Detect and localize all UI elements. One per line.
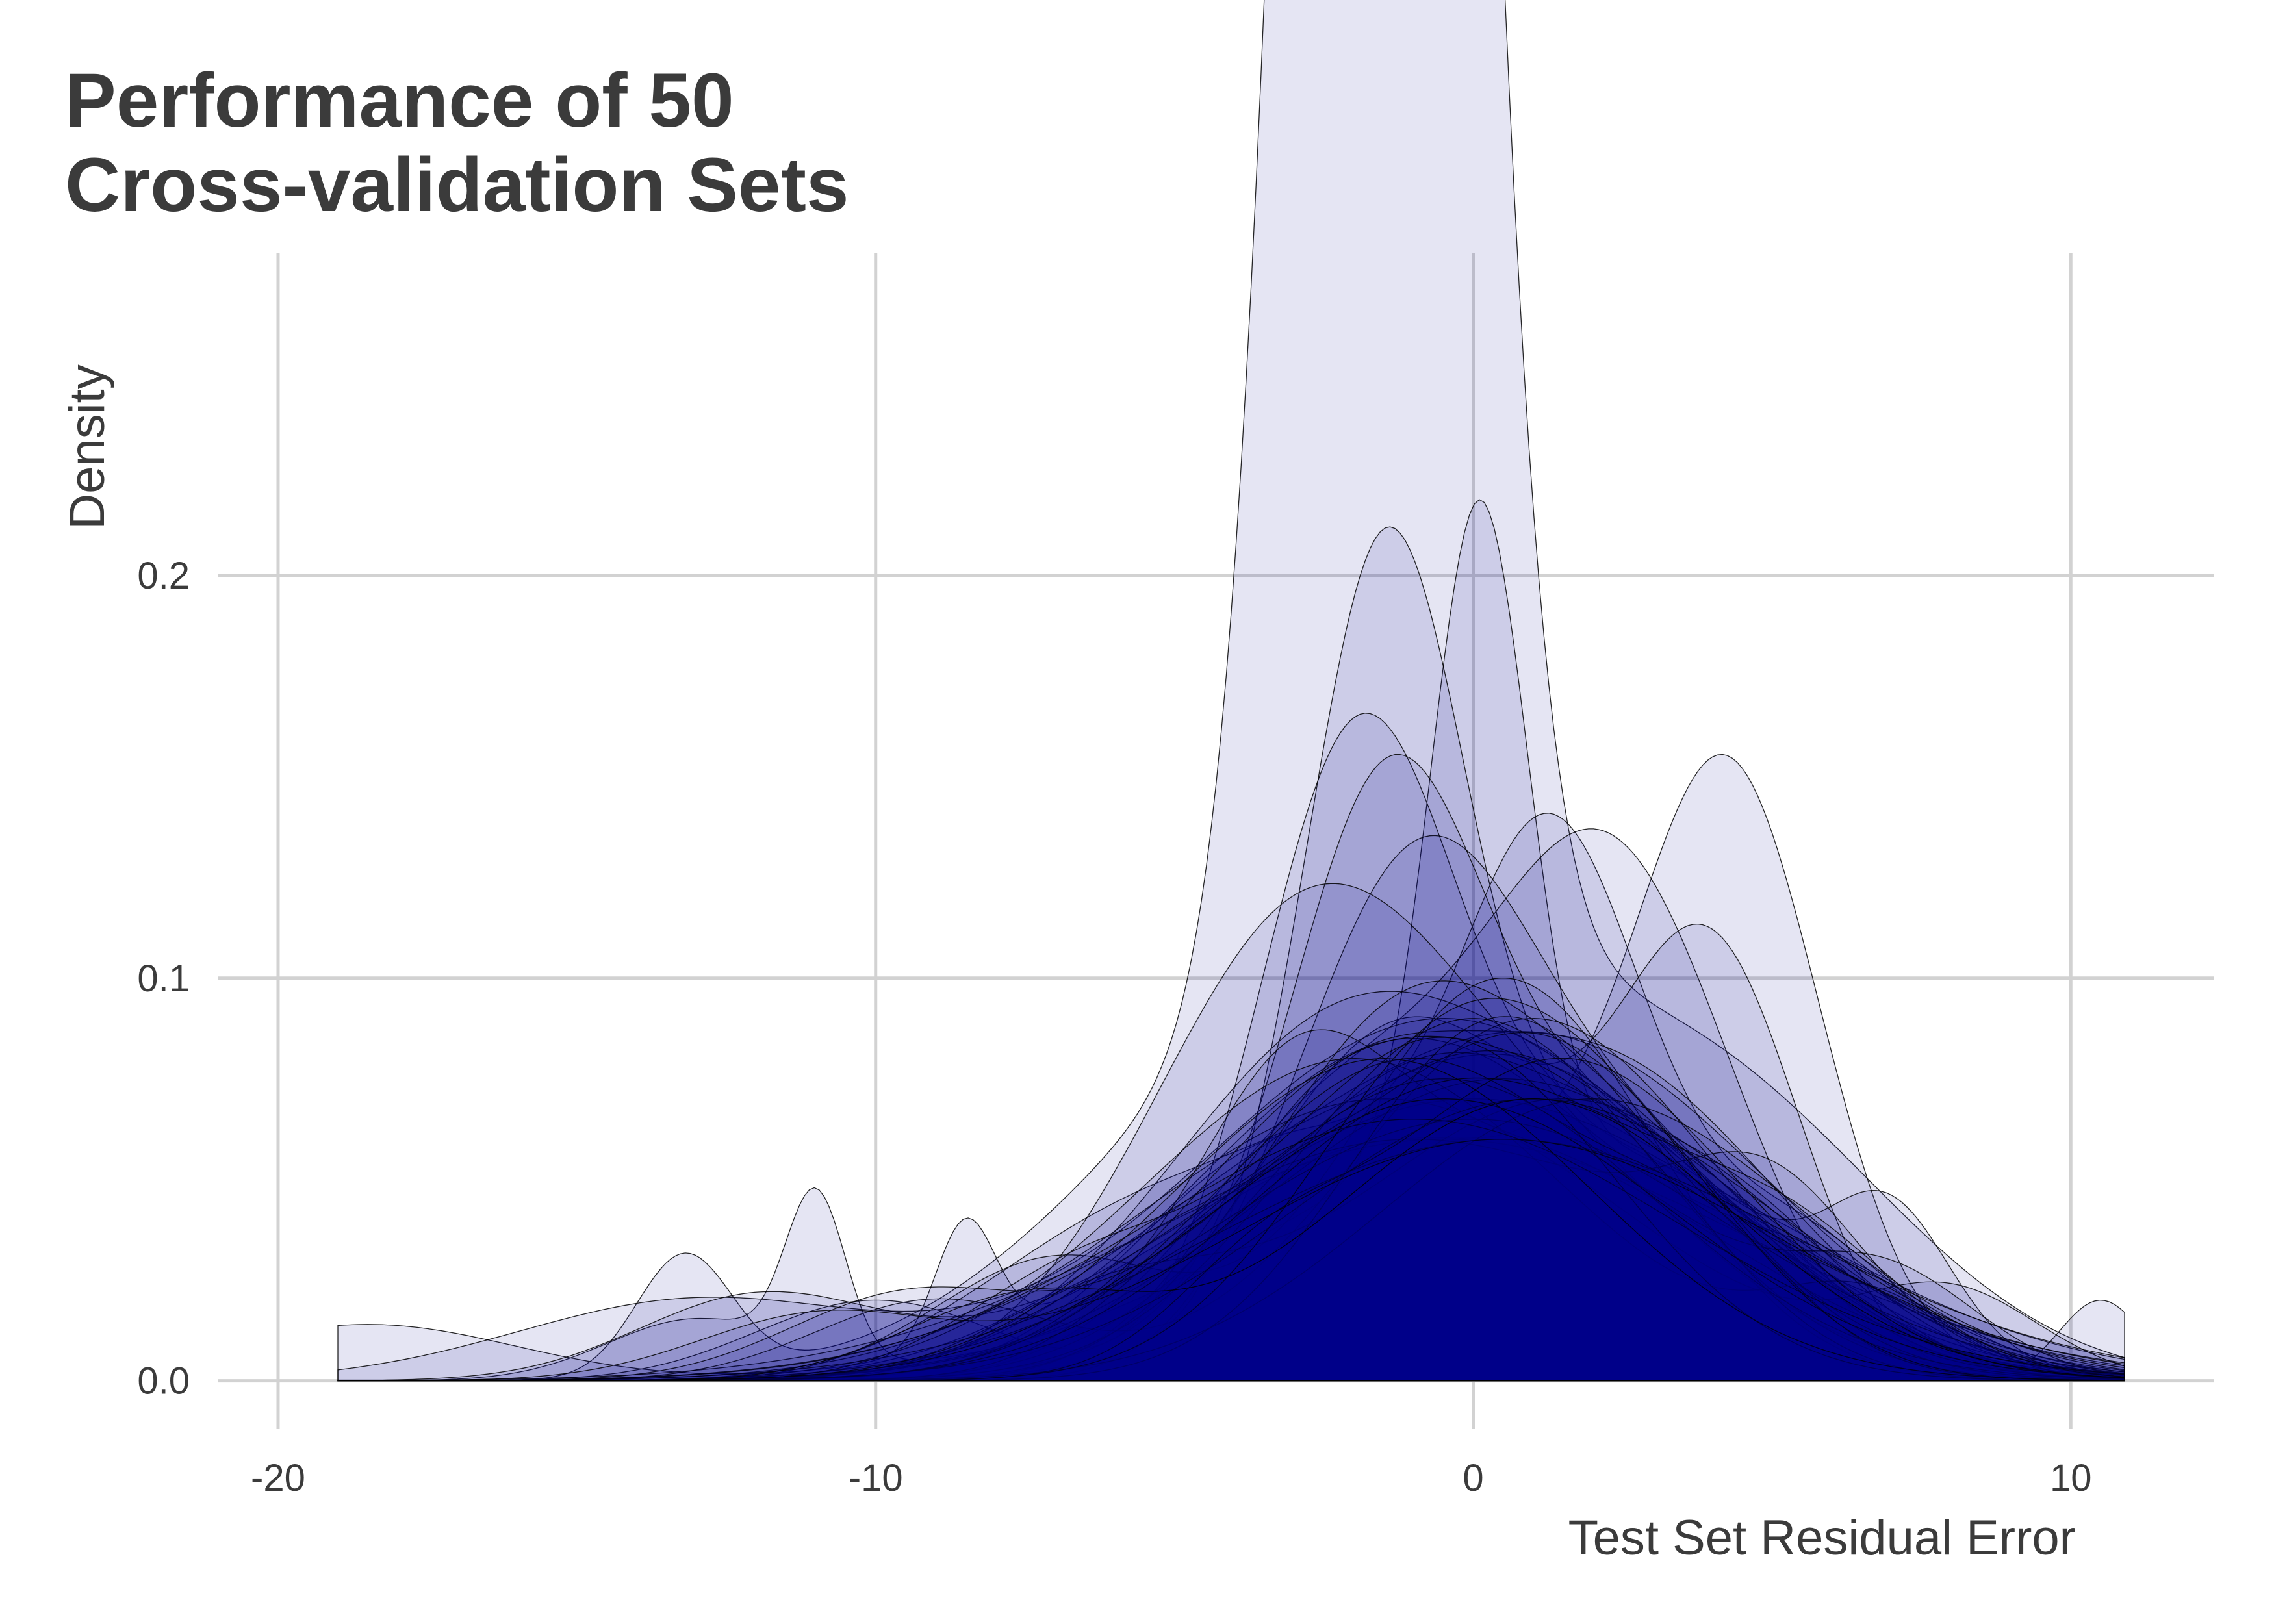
chart-title-line-2: Cross-validation Sets xyxy=(65,142,849,228)
x-tick-label: -20 xyxy=(251,1457,305,1499)
chart-title: Performance of 50 Cross-validation Sets xyxy=(65,58,849,228)
y-tick-label: 0.1 xyxy=(137,958,190,1000)
x-tick-label: 10 xyxy=(2050,1457,2092,1499)
density-curve-37 xyxy=(338,1078,2125,1382)
density-curve-44 xyxy=(337,1119,2125,1382)
grid-layer xyxy=(218,253,2214,1429)
density-curve-50 xyxy=(338,1098,2125,1382)
y-axis-title: Density xyxy=(60,364,115,529)
density-curve-3 xyxy=(337,754,2125,1382)
density-curve-11 xyxy=(337,1018,2125,1382)
x-tick-label: -10 xyxy=(849,1457,903,1499)
chart-title-line-1: Performance of 50 xyxy=(65,58,734,144)
density-series-layer xyxy=(337,0,2125,1382)
y-tick-label: 0.2 xyxy=(137,555,190,597)
density-curve-48 xyxy=(337,1139,2125,1382)
density-curve-1 xyxy=(338,0,2125,1382)
density-curve-39 xyxy=(337,1139,2125,1382)
density-curve-34 xyxy=(338,1119,2125,1382)
tick-label-layer: -20 -10 0 10 0.0 0.1 0.2 xyxy=(137,555,2091,1499)
x-tick-label: 0 xyxy=(1463,1457,1483,1499)
x-axis-title: Test Set Residual Error xyxy=(1568,1510,2076,1566)
y-tick-label: 0.0 xyxy=(137,1360,190,1402)
